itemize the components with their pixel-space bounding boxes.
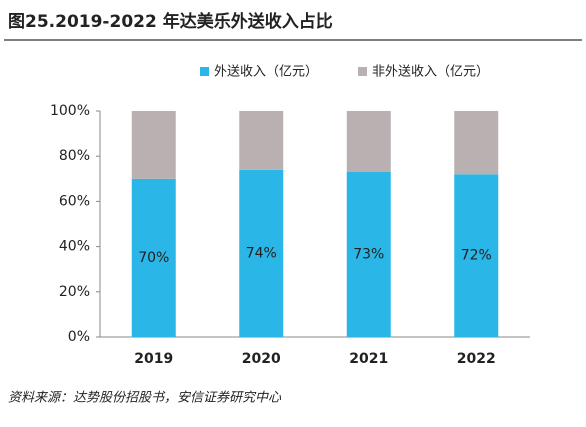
data-label: 72% xyxy=(461,248,492,264)
bar-segment xyxy=(346,111,391,173)
y-tick-label: 100% xyxy=(50,103,90,119)
data-label: 73% xyxy=(353,247,384,263)
bar-segment xyxy=(454,111,499,175)
legend-label: 外送收入（亿元） xyxy=(214,65,318,80)
chart-title: 图25.2019-2022 年达美乐外送收入占比 xyxy=(8,11,333,32)
x-tick-label: 2021 xyxy=(349,351,388,367)
legend-label: 非外送收入（亿元） xyxy=(372,65,489,80)
bar-segment xyxy=(239,169,284,337)
legend-swatch xyxy=(200,67,209,76)
x-tick-label: 2020 xyxy=(242,351,281,367)
bar-segment xyxy=(239,111,284,170)
y-tick-label: 20% xyxy=(59,284,90,300)
x-tick-label: 2022 xyxy=(457,351,496,367)
bar-segment xyxy=(346,172,391,337)
y-tick-label: 80% xyxy=(59,148,90,164)
y-tick-label: 0% xyxy=(68,329,90,345)
y-tick-label: 40% xyxy=(59,239,90,255)
y-tick-label: 60% xyxy=(59,193,90,209)
x-tick-label: 2019 xyxy=(134,351,173,367)
bar-segment xyxy=(131,111,176,179)
data-label: 70% xyxy=(138,250,169,266)
bar-segment xyxy=(131,178,176,337)
data-label: 74% xyxy=(246,245,277,261)
legend-swatch xyxy=(358,67,368,76)
source-note: 资料来源：达势股份招股书，安信证券研究中心 xyxy=(8,390,282,406)
bar-segment xyxy=(454,174,499,337)
